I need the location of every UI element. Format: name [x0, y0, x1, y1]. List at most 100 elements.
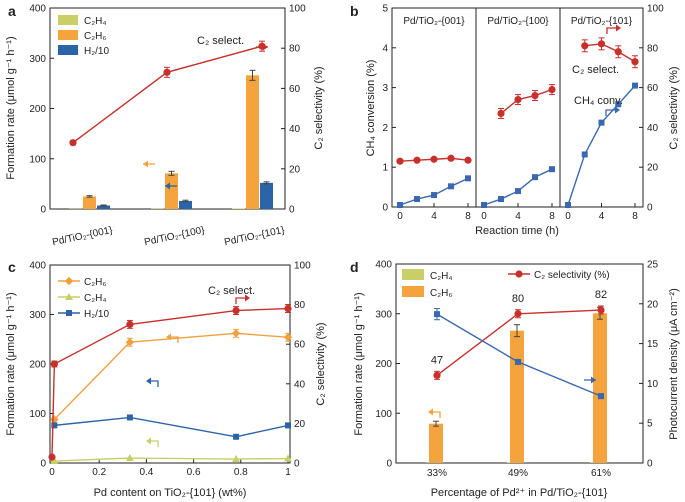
- panel-a-y-tick-label: 200: [29, 104, 46, 115]
- series-point-0: [231, 329, 241, 338]
- ch4-point: [414, 196, 420, 203]
- legend-marker: [515, 270, 523, 278]
- sel-point: [597, 40, 606, 48]
- panel-c-y-tick-label: 400: [29, 261, 46, 272]
- legend-swatch: [58, 30, 78, 40]
- x-tick-label: 0: [481, 211, 487, 222]
- panel-c-y-tick-label: 200: [29, 360, 46, 371]
- arrow-h2-head: [146, 377, 151, 385]
- x-tick-label: 0: [49, 467, 55, 478]
- panel-b-y-tick-label: 0: [382, 203, 388, 214]
- ch4-point: [615, 101, 622, 108]
- panel-d-label: d: [350, 259, 359, 275]
- legend-swatch: [58, 45, 78, 55]
- arrow-c2h6: [430, 411, 441, 418]
- sel-point: [413, 156, 421, 164]
- series-point-3: [48, 453, 56, 461]
- panel-c-ylabel: Formation rate (μmol g⁻¹ h⁻¹): [5, 292, 17, 435]
- sel-point: [631, 58, 639, 66]
- panel-a-y2label: C₂ selectivity (%): [313, 66, 325, 149]
- sel-point: [497, 109, 505, 118]
- series-line-2: [54, 416, 289, 438]
- arrow-c2h4-head: [146, 437, 151, 445]
- sel-point: [433, 371, 441, 379]
- x-category-label: Pd/TiO₂-{100}: [143, 225, 206, 249]
- x-tick-label: 0.4: [139, 467, 153, 478]
- x-tick-label: 4: [599, 211, 605, 222]
- bar-1-0: [83, 196, 96, 209]
- arrow-select-head: [245, 294, 250, 302]
- panel-d-y2label: Photocurrent density (μA cm⁻²): [668, 288, 680, 440]
- sel-point: [514, 95, 522, 104]
- series-point-2: [126, 414, 133, 421]
- panel-c-y2-tick-label: 40: [294, 379, 306, 390]
- ch4-point: [448, 183, 454, 190]
- selectivity-point: [163, 68, 171, 76]
- series-point-2: [51, 422, 58, 429]
- sel-line: [500, 88, 553, 115]
- series-point-3: [232, 306, 240, 315]
- bar-2-0: [97, 205, 110, 209]
- bar-2-1: [179, 200, 192, 209]
- ch4-point: [498, 196, 504, 203]
- panel-d-y-tick-label: 200: [375, 359, 392, 370]
- panel-b-xlabel: Reaction time (h): [475, 225, 559, 237]
- panel-c-y2-tick-label: 100: [294, 261, 311, 272]
- ch4-point: [581, 151, 588, 158]
- series-point-3: [50, 360, 58, 368]
- bar-c2h6: [593, 313, 607, 463]
- panel-c-y2-tick-label: 0: [294, 459, 300, 470]
- sub-title: Pd/TiO₂-{001}: [403, 16, 465, 27]
- sel-point: [464, 156, 472, 164]
- panel-d-y-tick-label: 0: [386, 459, 392, 470]
- panel-c-y2-tick-label: 20: [294, 419, 306, 430]
- panel-c-y-tick-label: 100: [29, 409, 46, 420]
- legend-label: H₂/10: [84, 309, 109, 320]
- panel-a-label: a: [8, 3, 16, 19]
- series-point-1: [50, 457, 59, 465]
- legend-marker: [66, 310, 72, 316]
- annot-select: C₂ select.: [197, 35, 244, 47]
- series-point-1: [232, 455, 241, 463]
- sel-value-label: 47: [431, 354, 443, 366]
- sel-point: [548, 85, 556, 94]
- panel-d-y2-tick-label: 10: [647, 379, 659, 390]
- arrow-c2h6-head: [428, 408, 433, 416]
- annot-conv: CH₄ conv.: [574, 95, 623, 107]
- x-category-label: 33%: [427, 468, 447, 479]
- panel-d-y-tick-label: 100: [375, 409, 392, 420]
- panel-d-y2-tick-label: 5: [647, 419, 653, 430]
- panel-b-y-tick-label: 3: [382, 83, 388, 94]
- series-point-0: [283, 333, 293, 342]
- selectivity-line: [72, 45, 263, 144]
- panel-a-y-tick-label: 300: [29, 54, 46, 65]
- sel-value-label: 80: [512, 293, 524, 305]
- legend-label: C₂H₄: [84, 293, 106, 304]
- legend-label: H₂/10: [84, 46, 109, 57]
- panel-c-y2-tick-label: 80: [294, 300, 306, 311]
- ch4-point: [431, 192, 437, 199]
- panel-c-xlabel: Pd content on TiO₂-{101} (wt%): [94, 487, 247, 499]
- ch4-point: [465, 175, 471, 182]
- series-point-0: [125, 338, 135, 347]
- panel-b-y2label: C₂ selectivity (%): [668, 66, 680, 149]
- x-category-label: 49%: [508, 468, 528, 479]
- legend-label: C₂H₆: [430, 288, 452, 299]
- photocurrent-point: [434, 311, 440, 318]
- legend-swatch: [402, 269, 424, 280]
- panel-a-ylabel: Formation rate (μmol g⁻¹ h⁻¹): [5, 36, 17, 179]
- panel-b-y2-tick-label: 0: [647, 203, 653, 214]
- panel-a-y2-tick-label: 100: [289, 4, 306, 15]
- ch4-point: [632, 82, 638, 89]
- bar-1-2: [246, 75, 259, 210]
- panel-d-y-tick-label: 400: [375, 260, 392, 271]
- legend-label: C₂H₄: [430, 271, 452, 282]
- x-tick-label: 0.6: [187, 467, 201, 478]
- panel-b-y2-tick-label: 40: [647, 123, 659, 134]
- sel-point: [614, 48, 622, 56]
- arrow-photocurrent-head: [591, 376, 596, 384]
- x-tick-label: 0.2: [92, 467, 106, 478]
- bar-1-1: [165, 173, 178, 209]
- sel-line: [584, 43, 636, 63]
- panel-a-y2-tick-label: 20: [289, 164, 301, 175]
